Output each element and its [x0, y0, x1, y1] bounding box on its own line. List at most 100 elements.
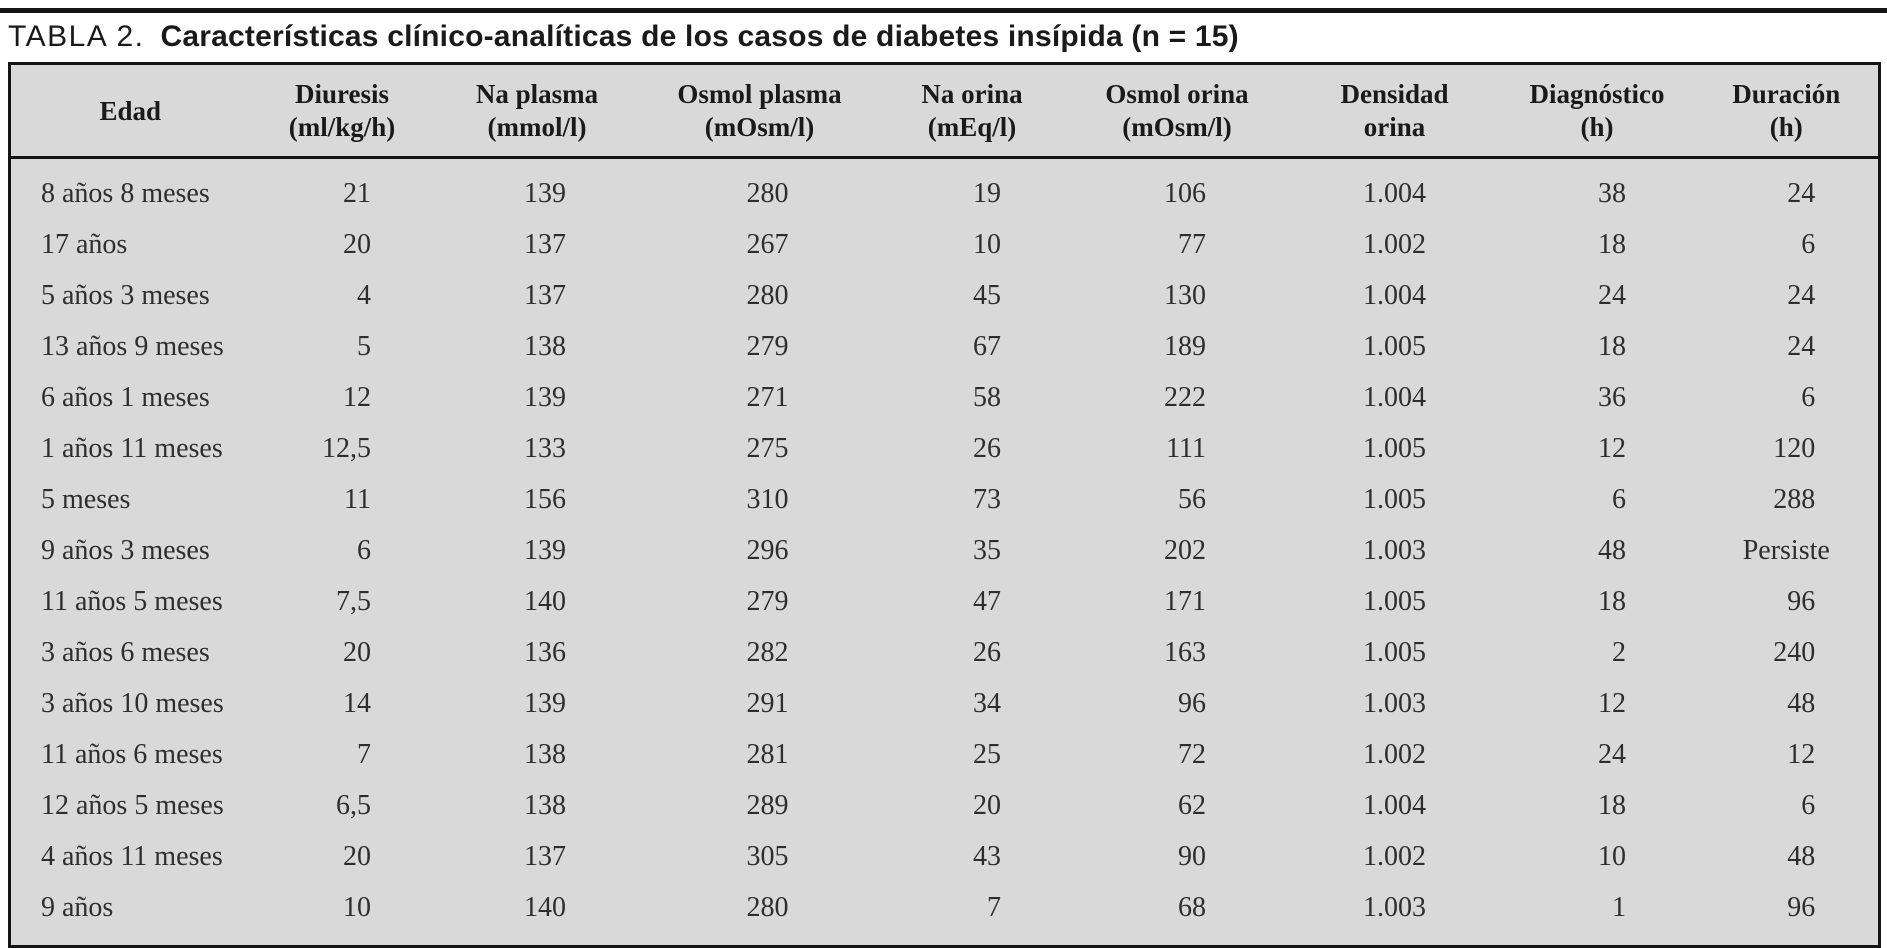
- value-cell: 18: [1598, 789, 1626, 821]
- value-cell: 47: [973, 585, 1001, 617]
- value-cell: 137: [524, 279, 566, 311]
- value-cell: 14: [343, 687, 371, 719]
- value-cell: 139: [524, 381, 566, 413]
- value-cell: 281: [746, 738, 789, 770]
- value-cell: 305: [746, 840, 789, 872]
- value-cell: 291: [746, 687, 789, 719]
- edad-cell: 11 años 5 meses: [41, 585, 223, 617]
- value-cell: 24: [1598, 738, 1626, 770]
- value-cell: 20: [343, 228, 371, 260]
- value-cell: 48: [1787, 687, 1816, 719]
- value-cell: 12,5: [322, 432, 371, 464]
- table-title: Características clínico-analíticas de lo…: [160, 20, 1239, 53]
- column-header: Edad: [9, 63, 250, 159]
- header-row: Edad Diuresis (ml/kg/h) Na plasma (mmol/l) Os…: [9, 63, 1880, 159]
- table-row: 6 años 1 meses 12 139 271 58 222 1.004 36 6: [10, 372, 1880, 423]
- value-cell: 10: [1598, 840, 1626, 872]
- value-cell: 138: [524, 738, 566, 770]
- value-cell: 202: [1164, 534, 1206, 566]
- value-cell: 96: [1787, 891, 1816, 923]
- value-cell: 73: [973, 483, 1001, 515]
- edad-cell: 12 años 5 meses: [41, 789, 224, 821]
- value-cell: 139: [524, 534, 566, 566]
- edad-cell: 17 años: [41, 228, 128, 260]
- value-cell: 1.004: [1363, 381, 1426, 413]
- value-cell: 90: [1178, 840, 1206, 872]
- table-row: 13 años 9 meses 5 138 279 67 189 1.005 18 24: [10, 321, 1880, 372]
- column-header: Duración (h): [1694, 63, 1880, 159]
- value-cell: 189: [1164, 330, 1206, 362]
- value-cell: 279: [746, 585, 789, 617]
- value-cell: 6,5: [336, 789, 371, 821]
- table-label: TABLA 2.: [8, 20, 145, 53]
- value-cell: 96: [1787, 585, 1816, 617]
- value-cell: 139: [524, 687, 566, 719]
- table-row: 11 años 6 meses 7 138 281 25 72 1.002 24 12: [10, 729, 1880, 780]
- value-cell: 10: [343, 891, 371, 923]
- value-cell: 136: [524, 636, 566, 668]
- column-header: Osmol orina (mOsm/l): [1064, 63, 1290, 159]
- table-body: 8 años 8 meses 21 139 280 19 106 1.004 38 24 17 a…: [10, 158, 1880, 947]
- value-cell: 240: [1773, 636, 1816, 668]
- value-cell: 1.002: [1363, 840, 1426, 872]
- value-cell: 24: [1598, 279, 1626, 311]
- value-cell: 56: [1178, 483, 1206, 515]
- edad-cell: 5 meses: [41, 483, 131, 515]
- value-cell: 288: [1773, 483, 1816, 515]
- table-row: 5 meses 11 156 310 73 56 1.005 6 288: [10, 474, 1880, 525]
- column-header: Osmol plasma (mOsm/l): [639, 63, 880, 159]
- value-cell: 12: [1598, 432, 1626, 464]
- value-cell: 6: [1801, 381, 1816, 413]
- table-row: 11 años 5 meses 7,5 140 279 47 171 1.005 18 96: [10, 576, 1880, 627]
- column-header: Diagnóstico (h): [1499, 63, 1695, 159]
- value-cell: 7: [987, 891, 1001, 923]
- value-cell: 2: [1612, 636, 1626, 668]
- top-rule: [0, 8, 1887, 13]
- table-row: 17 años 20 137 267 10 77 1.002 18 6: [10, 219, 1880, 270]
- value-cell: 24: [1787, 279, 1816, 311]
- table-row: 5 años 3 meses 4 137 280 45 130 1.004 24 24: [10, 270, 1880, 321]
- value-cell: 1.005: [1363, 432, 1426, 464]
- value-cell: 24: [1787, 330, 1816, 362]
- value-cell: 1.004: [1363, 789, 1426, 821]
- value-cell: 1.003: [1363, 534, 1426, 566]
- paper-table-figure: TABLA 2. Características clínico-analític…: [0, 8, 1887, 948]
- table-row: 4 años 11 meses 20 137 305 43 90 1.002 10 48: [10, 831, 1880, 882]
- value-cell: 38: [1598, 177, 1626, 209]
- value-cell: 222: [1164, 381, 1206, 413]
- value-cell: 20: [973, 789, 1001, 821]
- value-cell: 77: [1178, 228, 1206, 260]
- edad-cell: 5 años 3 meses: [41, 279, 210, 311]
- value-cell: 140: [524, 585, 566, 617]
- value-cell: 137: [524, 228, 566, 260]
- value-cell: 26: [973, 636, 1001, 668]
- value-cell: 72: [1178, 738, 1206, 770]
- value-cell: 6: [357, 534, 371, 566]
- value-cell: 1.005: [1363, 636, 1426, 668]
- value-cell: 6: [1612, 483, 1626, 515]
- value-cell: 24: [1787, 177, 1816, 209]
- value-cell: 62: [1178, 789, 1206, 821]
- value-cell: 12: [1787, 738, 1816, 770]
- value-cell: 45: [973, 279, 1001, 311]
- value-cell: 111: [1166, 432, 1206, 464]
- value-cell: 58: [973, 381, 1001, 413]
- value-cell: 26: [973, 432, 1001, 464]
- value-cell: 12: [343, 381, 371, 413]
- value-cell: 48: [1598, 534, 1626, 566]
- value-cell: 163: [1164, 636, 1206, 668]
- table-header: Edad Diuresis (ml/kg/h) Na plasma (mmol/l) Os…: [9, 63, 1880, 159]
- value-cell: 6: [1801, 789, 1816, 821]
- edad-cell: 9 años: [41, 891, 114, 923]
- value-cell: 282: [746, 636, 789, 668]
- value-cell: 19: [973, 177, 1001, 209]
- value-cell: 1.002: [1363, 738, 1426, 770]
- value-cell: Persiste: [1742, 534, 1830, 566]
- value-cell: 296: [746, 534, 789, 566]
- edad-cell: 11 años 6 meses: [41, 738, 223, 770]
- value-cell: 280: [746, 177, 789, 209]
- value-cell: 139: [524, 177, 566, 209]
- value-cell: 21: [343, 177, 371, 209]
- value-cell: 5: [357, 330, 371, 362]
- value-cell: 130: [1164, 279, 1206, 311]
